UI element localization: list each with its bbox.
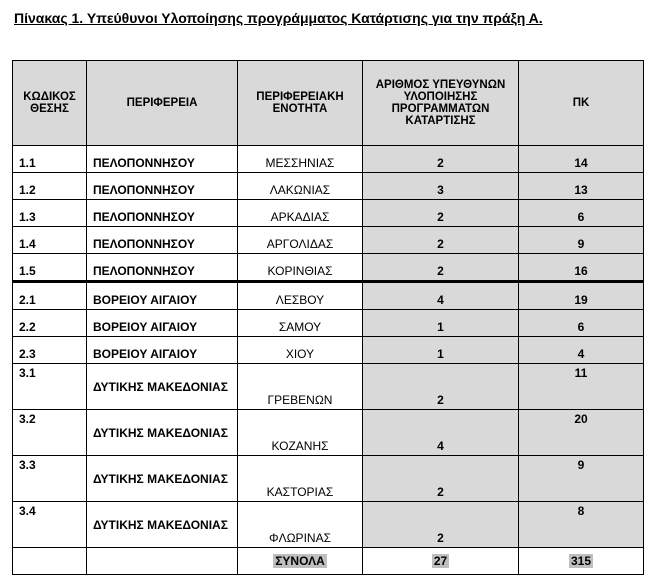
table-cell: 2 [362, 455, 519, 502]
table-cell: ΚΟΖΑΝΗΣ [237, 409, 363, 456]
table-cell: 27 [362, 547, 519, 575]
empty-cell [12, 547, 87, 575]
table-cell: ΚΟΡΙΝΘΙΑΣ [237, 253, 363, 282]
column-header: ΠΚ [518, 60, 644, 146]
table-cell: ΦΛΩΡΙΝΑΣ [237, 501, 363, 548]
table-cell: ΚΑΣΤΟΡΙΑΣ [237, 455, 363, 502]
table-cell: 11 [518, 363, 644, 410]
table-cell: ΔΥΤΙΚΗΣ ΜΑΚΕΔΟΝΙΑΣ [86, 409, 238, 456]
table-cell: ΣΑΜΟΥ [237, 309, 363, 337]
table-row: 1.4 ΠΕΛΟΠΟΝΝΗΣΟΥ ΑΡΓΟΛΙΔΑΣ 2 9 [12, 226, 644, 254]
table-row: 2.1 ΒΟΡΕΙΟΥ ΑΙΓΑΙΟΥ ΛΕΣΒΟΥ 4 19 [12, 280, 644, 310]
table: ΚΩΔΙΚΟΣ ΘΕΣΗΣ ΠΕΡΙΦΕΡΕΙΑ ΠΕΡΙΦΕΡΕΙΑΚΗ ΕΝΟΤ… [12, 60, 644, 575]
table-cell: 2.1 [12, 280, 87, 310]
table-cell: 4 [362, 280, 519, 310]
table-row: 1.2 ΠΕΛΟΠΟΝΝΗΣΟΥ ΛΑΚΩΝΙΑΣ 3 13 [12, 172, 644, 200]
table-cell: ΠΕΛΟΠΟΝΝΗΣΟΥ [86, 253, 238, 282]
table-cell: 2 [362, 363, 519, 410]
total-count: 27 [431, 554, 450, 568]
table-cell: ΓΡΕΒΕΝΩΝ [237, 363, 363, 410]
total-pk: 315 [568, 554, 594, 568]
table-cell: ΑΡΚΑΔΙΑΣ [237, 199, 363, 227]
table-cell: 20 [518, 409, 644, 456]
table-cell: 1.2 [12, 172, 87, 200]
table-cell: 8 [518, 501, 644, 548]
table-cell: 3 [362, 172, 519, 200]
table-row: 1.5 ΠΕΛΟΠΟΝΝΗΣΟΥ ΚΟΡΙΝΘΙΑΣ 2 16 [12, 253, 644, 282]
table-cell: 6 [518, 309, 644, 337]
table-cell: 1.1 [12, 145, 87, 173]
table-row: 1.3 ΠΕΛΟΠΟΝΝΗΣΟΥ ΑΡΚΑΔΙΑΣ 2 6 [12, 199, 644, 227]
table-cell: 2 [362, 226, 519, 254]
table-row: 3.4 ΔΥΤΙΚΗΣ ΜΑΚΕΔΟΝΙΑΣ ΦΛΩΡΙΝΑΣ 2 8 [12, 501, 644, 548]
table-cell: 3.2 [12, 409, 87, 456]
table-cell: 2 [362, 501, 519, 548]
table-cell: 13 [518, 172, 644, 200]
table-cell: 3.1 [12, 363, 87, 410]
table-cell: 2.3 [12, 336, 87, 364]
table-cell: 9 [518, 226, 644, 254]
totals-row: ΣΥΝΟΛΑ 27 315 [12, 547, 644, 575]
table-cell: ΒΟΡΕΙΟΥ ΑΙΓΑΙΟΥ [86, 336, 238, 364]
table-cell: 3.4 [12, 501, 87, 548]
table-cell: 2 [362, 253, 519, 282]
table-body: 1.1 ΠΕΛΟΠΟΝΝΗΣΟΥ ΜΕΣΣΗΝΙΑΣ 2 14 1.2 ΠΕΛΟΠΟΝΝΗΣ… [12, 145, 644, 575]
table-cell: ΔΥΤΙΚΗΣ ΜΑΚΕΔΟΝΙΑΣ [86, 501, 238, 548]
table-row: 2.2 ΒΟΡΕΙΟΥ ΑΙΓΑΙΟΥ ΣΑΜΟΥ 1 6 [12, 309, 644, 337]
column-header: ΚΩΔΙΚΟΣ ΘΕΣΗΣ [12, 60, 87, 146]
table-cell: ΠΕΛΟΠΟΝΝΗΣΟΥ [86, 226, 238, 254]
table-cell: 1.5 [12, 253, 87, 282]
table-cell: ΑΡΓΟΛΙΔΑΣ [237, 226, 363, 254]
table-cell: 4 [518, 336, 644, 364]
table-cell: ΠΕΛΟΠΟΝΝΗΣΟΥ [86, 172, 238, 200]
table-cell: 9 [518, 455, 644, 502]
table-cell: 1.3 [12, 199, 87, 227]
header-row: ΚΩΔΙΚΟΣ ΘΕΣΗΣ ΠΕΡΙΦΕΡΕΙΑ ΠΕΡΙΦΕΡΕΙΑΚΗ ΕΝΟΤ… [12, 60, 644, 146]
column-header: ΠΕΡΙΦΕΡΕΙΑ [86, 60, 238, 146]
table-cell: 1.4 [12, 226, 87, 254]
column-header: ΑΡΙΘΜΟΣ ΥΠΕΥΘΥΝΩΝ ΥΛΟΠΟΙΗΣΗΣ ΠΡΟΓΡΑΜΜΑΤΩ… [362, 60, 519, 146]
table-cell: 2 [362, 199, 519, 227]
table-row: 1.1 ΠΕΛΟΠΟΝΝΗΣΟΥ ΜΕΣΣΗΝΙΑΣ 2 14 [12, 145, 644, 173]
total-label: ΣΥΝΟΛΑ [273, 554, 327, 568]
table-cell: 16 [518, 253, 644, 282]
table-cell: 315 [518, 547, 644, 575]
table-row: 3.1 ΔΥΤΙΚΗΣ ΜΑΚΕΔΟΝΙΑΣ ΓΡΕΒΕΝΩΝ 2 11 [12, 363, 644, 410]
table-cell: ΔΥΤΙΚΗΣ ΜΑΚΕΔΟΝΙΑΣ [86, 455, 238, 502]
table-cell: 1 [362, 309, 519, 337]
table-cell: ΛΑΚΩΝΙΑΣ [237, 172, 363, 200]
table-cell: 2 [362, 145, 519, 173]
table-cell: ΠΕΛΟΠΟΝΝΗΣΟΥ [86, 145, 238, 173]
table-cell: 4 [362, 409, 519, 456]
table-row: 2.3 ΒΟΡΕΙΟΥ ΑΙΓΑΙΟΥ ΧΙΟΥ 1 4 [12, 336, 644, 364]
table-cell: ΒΟΡΕΙΟΥ ΑΙΓΑΙΟΥ [86, 280, 238, 310]
table-row: 3.2 ΔΥΤΙΚΗΣ ΜΑΚΕΔΟΝΙΑΣ ΚΟΖΑΝΗΣ 4 20 [12, 409, 644, 456]
table-cell: ΠΕΛΟΠΟΝΝΗΣΟΥ [86, 199, 238, 227]
table-cell: 6 [518, 199, 644, 227]
table-cell: 2.2 [12, 309, 87, 337]
table-cell: ΒΟΡΕΙΟΥ ΑΙΓΑΙΟΥ [86, 309, 238, 337]
table-title: Πίνακας 1. Υπεύθυνοι Υλοποίησης προγράμμ… [14, 10, 543, 26]
table-cell: ΛΕΣΒΟΥ [237, 280, 363, 310]
table-cell: 14 [518, 145, 644, 173]
table-cell: 1 [362, 336, 519, 364]
table-cell: 3.3 [12, 455, 87, 502]
table-cell: ΣΥΝΟΛΑ [237, 547, 363, 575]
table-cell: 19 [518, 280, 644, 310]
table-cell: ΔΥΤΙΚΗΣ ΜΑΚΕΔΟΝΙΑΣ [86, 363, 238, 410]
table-cell: ΧΙΟΥ [237, 336, 363, 364]
column-header: ΠΕΡΙΦΕΡΕΙΑΚΗ ΕΝΟΤΗΤΑ [237, 60, 363, 146]
empty-cell [86, 547, 238, 575]
table-cell: ΜΕΣΣΗΝΙΑΣ [237, 145, 363, 173]
table-row: 3.3 ΔΥΤΙΚΗΣ ΜΑΚΕΔΟΝΙΑΣ ΚΑΣΤΟΡΙΑΣ 2 9 [12, 455, 644, 502]
